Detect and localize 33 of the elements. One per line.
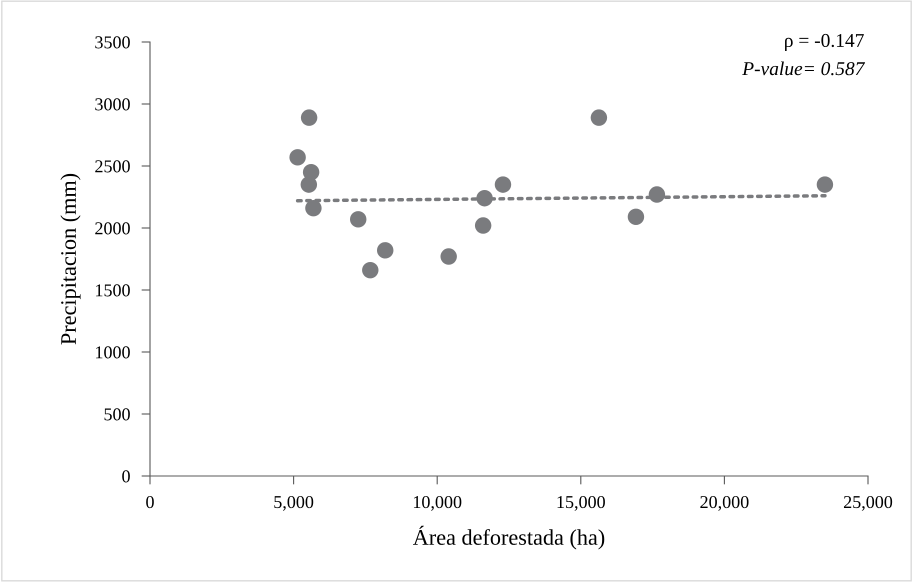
y-tick-label: 3500 <box>95 36 130 48</box>
y-tick-label: 2000 <box>95 222 130 234</box>
point <box>362 262 378 278</box>
y-tick-label: 1000 <box>96 346 130 358</box>
y-tick-label: 2500 <box>95 160 130 172</box>
x-tick-label: 15,000 <box>558 496 605 511</box>
point <box>289 149 306 166</box>
point <box>628 208 644 226</box>
point <box>816 176 834 193</box>
y-tick-label: 3000 <box>95 98 130 110</box>
point <box>300 176 318 193</box>
x-axis-title: Área deforestada (ha) <box>412 526 604 550</box>
x-tick-label: 25,000 <box>844 496 892 511</box>
point <box>300 109 318 126</box>
annotation: P-value= 0.587 <box>742 62 866 76</box>
point <box>305 200 322 216</box>
point <box>474 217 492 234</box>
point <box>590 109 608 126</box>
y-tick-label: 1500 <box>96 284 130 296</box>
x-tick-label: 20,000 <box>700 496 749 511</box>
point <box>350 211 366 228</box>
x-tick-label: 0 <box>146 496 154 508</box>
x-tick-label: 5,000 <box>274 496 314 511</box>
point <box>494 176 512 193</box>
point <box>476 190 493 206</box>
point <box>440 248 457 265</box>
point <box>648 186 666 203</box>
point <box>377 242 394 259</box>
y-axis-title: Precipitacion (mm) <box>60 174 81 344</box>
y-tick-label: 500 <box>104 408 130 420</box>
annotation: ρ = -0.147 <box>785 34 864 51</box>
x-tick-label: 10,000 <box>414 496 462 511</box>
y-tick-label: 0 <box>122 470 130 482</box>
